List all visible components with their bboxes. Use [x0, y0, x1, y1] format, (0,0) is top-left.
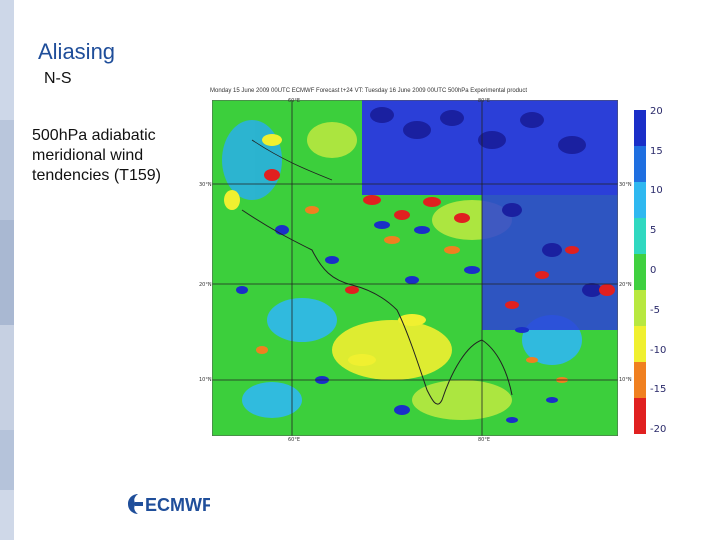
colorbar-label: -15	[650, 384, 667, 395]
colorbar-label: 10	[650, 185, 663, 196]
colorbar-segment	[634, 362, 646, 399]
slide-title: Aliasing	[38, 39, 116, 64]
rail-segment	[0, 325, 14, 430]
slide-subtitle: N-S	[44, 70, 72, 87]
rail-segment	[0, 120, 14, 220]
lat-label: 20°N	[199, 282, 212, 288]
slide-description: 500hPa adiabatic meridional wind tendenc…	[32, 127, 161, 184]
colorbar-segment	[634, 182, 646, 219]
rail-segment	[0, 430, 14, 490]
lat-label: 30°N	[199, 182, 212, 188]
lat-label: 30°N	[619, 182, 632, 188]
lon-label: 80°E	[478, 98, 491, 104]
ecmwf-logo: ECMWF	[126, 492, 213, 521]
colorbar-segment	[634, 398, 646, 434]
colorbar-label: 20	[650, 106, 663, 117]
rail-segment	[0, 0, 14, 120]
colorbar-segment	[634, 254, 646, 291]
colorbar-label: -20	[650, 424, 667, 435]
lat-label: 20°N	[619, 282, 632, 288]
tendency-map	[212, 100, 618, 436]
lat-label: 10°N	[199, 377, 212, 383]
colorbar-label: 15	[650, 146, 663, 157]
colorbar-segment	[634, 110, 646, 147]
lat-label: 10°N	[619, 377, 632, 383]
ecmwf-swirl-icon	[128, 494, 143, 514]
rail-segment	[0, 490, 14, 540]
colorbar-segment	[634, 326, 646, 363]
colorbar-label: -5	[650, 305, 660, 316]
colorbar-segment	[634, 218, 646, 255]
colorbar-segment	[634, 290, 646, 327]
rail-segment	[0, 220, 14, 325]
logo-text: ECMWF	[145, 495, 210, 515]
figure-header: Monday 15 June 2009 00UTC ECMWF Forecast…	[210, 88, 528, 94]
left-decorative-rail	[0, 0, 14, 540]
colorbar-label: 0	[650, 265, 657, 276]
lon-label: 80°E	[478, 437, 491, 443]
colorbar-label: 5	[650, 225, 657, 236]
lon-label: 60°E	[288, 437, 301, 443]
colorbar-label: -10	[650, 345, 667, 356]
lon-label: 60°E	[288, 98, 301, 104]
colorbar	[634, 110, 646, 434]
colorbar-segment	[634, 146, 646, 183]
